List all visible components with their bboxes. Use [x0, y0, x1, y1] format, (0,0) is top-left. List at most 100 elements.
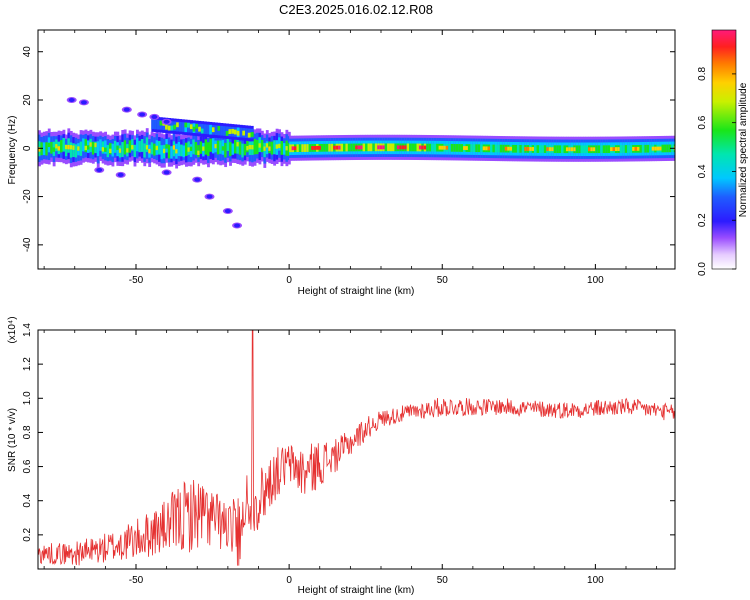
spectrogram-y-ticks: -40 -20 0 20 40 [22, 46, 675, 252]
heatmap-cell [433, 143, 437, 152]
heatmap-cell [285, 146, 289, 151]
heatmap-cell [546, 147, 550, 152]
heatmap-cell [258, 143, 262, 148]
heatmap-cell [614, 147, 618, 152]
heatmap-cell [436, 143, 439, 152]
heatmap-cell [578, 145, 582, 154]
heatmap-cell [94, 142, 98, 148]
heatmap-cell [199, 141, 203, 154]
heatmap-cell [531, 147, 535, 151]
snr-y-tick-label: 0.8 [22, 425, 33, 439]
heatmap-cell [411, 143, 415, 152]
heatmap-cell [251, 145, 254, 150]
heatmap-cell [602, 145, 606, 154]
heatmap-cell [485, 146, 488, 151]
heatmap-cell [509, 146, 513, 151]
heatmap-cell [165, 144, 169, 149]
spectrogram-y-tick-label: -40 [22, 237, 33, 252]
heatmap-cell [529, 147, 533, 151]
heatmap-patch-core [68, 98, 75, 103]
heatmap-cell [443, 145, 447, 150]
heatmap-cell [153, 145, 156, 150]
heatmap-cell [308, 144, 312, 152]
heatmap-cell [101, 147, 105, 152]
heatmap-cell [651, 146, 655, 151]
heatmap-cell [219, 140, 223, 154]
heatmap-cell [209, 138, 213, 152]
heatmap-cell [592, 147, 596, 152]
heatmap-cell [116, 145, 120, 150]
heatmap-cell [504, 146, 508, 151]
heatmap-cell [416, 143, 420, 152]
snr-y-multiplier: (x10⁴) [7, 316, 18, 343]
heatmap-cell [320, 143, 324, 152]
heatmap-cell [74, 144, 78, 158]
heatmap-cell [265, 143, 269, 148]
spectrogram-x-tick-label: 100 [587, 275, 604, 286]
heatmap-cell [453, 144, 457, 152]
heatmap-cell [573, 147, 577, 152]
heatmap-cell [136, 137, 139, 152]
heatmap-cell [597, 145, 601, 154]
heatmap-cell [270, 141, 274, 155]
heatmap-cell [421, 145, 425, 150]
heatmap-cell [526, 147, 530, 151]
heatmap-cell [234, 129, 238, 135]
colorbar: 0.0 0.2 0.4 0.6 0.8 Normalized spectral ampl… [697, 29, 749, 276]
heatmap-patch-core [224, 209, 231, 214]
heatmap-cell [563, 145, 567, 154]
heatmap-cell [128, 140, 132, 153]
heatmap-cell [182, 145, 186, 158]
heatmap-cell [534, 145, 537, 153]
snr-panel: -50 0 50 100 0.2 0.4 0.6 0.8 1.0 1.2 1.4 Height o… [7, 316, 676, 596]
heatmap-cell [202, 146, 205, 151]
heatmap-cell [69, 142, 73, 158]
heatmap-cell [170, 125, 174, 131]
heatmap-cell [536, 145, 540, 153]
heatmap-cell [178, 121, 183, 132]
heatmap-cell [399, 145, 403, 150]
heatmap-cell [162, 148, 166, 154]
heatmap-cell [622, 145, 626, 153]
heatmap-cell [167, 125, 172, 131]
heatmap-cell [379, 145, 383, 150]
heatmap-cell [460, 144, 464, 152]
heatmap-cell [659, 146, 662, 151]
heatmap-patch-core [123, 107, 130, 112]
heatmap-cell [67, 144, 71, 150]
heatmap-cell [465, 146, 469, 150]
heatmap-cell [565, 147, 569, 152]
heatmap-cell [151, 119, 155, 129]
heatmap-cell [289, 144, 292, 153]
heatmap-cell [172, 145, 176, 150]
heatmap-cell [176, 122, 180, 128]
heatmap-patch-core [117, 172, 124, 177]
heatmap-cell [377, 145, 381, 150]
heatmap-cell [263, 146, 267, 151]
heatmap-cell [133, 144, 137, 158]
heatmap-cell [84, 139, 88, 153]
heatmap-cell [372, 143, 376, 152]
colorbar-tick-label: 0.2 [697, 213, 708, 227]
heatmap-cell [441, 145, 444, 150]
heatmap-cell [209, 124, 213, 135]
heatmap-cell [570, 147, 574, 152]
heatmap-cell [229, 141, 232, 157]
snr-y-tick-label: 0.4 [22, 493, 33, 507]
heatmap-cell [656, 146, 660, 151]
heatmap-cell [131, 139, 134, 151]
heatmap-cell [278, 143, 281, 149]
heatmap-cell [242, 130, 246, 136]
heatmap-cell [357, 145, 361, 150]
spectrogram-x-label: Height of straight line (km) [298, 286, 415, 297]
heatmap-cell [396, 145, 400, 150]
heatmap-cell [521, 145, 525, 153]
heatmap-cell [649, 144, 653, 153]
heatmap-cell [62, 137, 66, 152]
heatmap-cell [109, 148, 112, 154]
heatmap-cell [663, 144, 667, 153]
heatmap-cell [470, 144, 474, 152]
heatmap-cell [121, 141, 125, 158]
heatmap-cell [184, 122, 188, 128]
heatmap-cell [38, 147, 41, 152]
